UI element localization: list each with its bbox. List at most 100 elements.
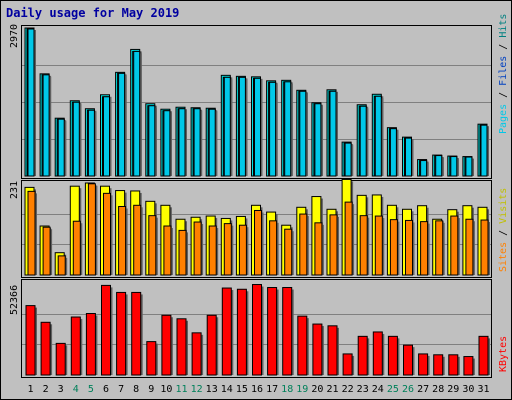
pages-bar [27, 28, 35, 177]
legend-entry: Pages [498, 104, 509, 134]
day-label: 17 [266, 384, 278, 395]
sites-bar [87, 183, 96, 276]
pages-bar [480, 124, 488, 177]
pages-bar [269, 81, 277, 177]
kbytes-bar [146, 341, 157, 376]
sites-bar [208, 225, 217, 276]
kbytes-bar [25, 305, 36, 376]
kbytes-bar [387, 335, 398, 376]
pages-bar [344, 142, 352, 177]
day-label: 25 [387, 384, 399, 395]
sites-bar [148, 215, 157, 276]
legend-entry: Visits [498, 188, 509, 224]
kbytes-bar [433, 354, 444, 376]
sites-bar [284, 228, 293, 276]
kbytes-bar [327, 325, 338, 376]
day-label: 11 [175, 384, 187, 395]
bars-layer [24, 27, 490, 376]
kbytes-bar [372, 331, 383, 376]
visits-scale-label: 231 [9, 181, 20, 199]
pages-bar [42, 74, 50, 177]
kbytes-bar [297, 315, 308, 376]
kbytes-bar [448, 354, 459, 376]
sites-bar [42, 226, 51, 276]
kbytes-bar [418, 353, 429, 376]
legend-panel2: Sites / Visits [498, 188, 509, 272]
sites-bar [359, 215, 368, 276]
sites-bar [329, 214, 338, 276]
day-label: 8 [133, 384, 139, 395]
kbytes-bar [403, 344, 413, 376]
day-label: 3 [58, 384, 64, 395]
pages-bar [254, 77, 261, 177]
pages-bar [450, 156, 458, 177]
sites-bar [103, 192, 111, 276]
pages-bar [87, 109, 95, 177]
kbytes-bar [206, 314, 217, 376]
pages-bar [103, 96, 110, 177]
kbytes-bar [342, 353, 353, 376]
kbytes-bar [191, 332, 202, 376]
sites-bar [465, 218, 474, 276]
pages-bar [329, 90, 337, 177]
pages-bar [389, 128, 397, 177]
pages-bar [359, 105, 367, 177]
pages-bar [178, 108, 186, 177]
day-label: 4 [73, 384, 79, 395]
day-label: 20 [311, 384, 323, 395]
sites-bar [133, 204, 142, 276]
series-legend: Pages / Files / Hits Sites / Visits KBytes [498, 14, 509, 372]
kbytes-bar [267, 287, 278, 376]
kbytes-bar [478, 335, 489, 376]
pages-bar [148, 105, 156, 177]
day-label: 23 [357, 384, 369, 395]
kbytes-bar [161, 314, 172, 376]
kbytes-bar [252, 284, 262, 376]
legend-entry: KBytes [498, 336, 509, 372]
kbytes-bar [85, 313, 96, 376]
day-label: 28 [432, 384, 444, 395]
legend-entry: / [498, 224, 509, 242]
pages-bar [72, 101, 80, 177]
sites-bar [389, 219, 398, 276]
kbytes-bar [357, 335, 368, 376]
legend-entry: / [498, 38, 509, 56]
day-label: 1 [27, 384, 33, 395]
day-label: 9 [148, 384, 154, 395]
day-label: 6 [103, 384, 109, 395]
sites-bar [254, 209, 262, 276]
sites-bar [57, 255, 66, 276]
legend-panel1: Pages / Files / Hits [498, 14, 509, 134]
x-axis-day-labels: 1 2 3 4 5 6 7 8 9 10 11 12 13 14 15 16 17 18 19 20 21 22 23 24 2… [27, 384, 489, 395]
day-label: 2 [43, 384, 49, 395]
day-label: 27 [417, 384, 429, 395]
day-label: 21 [326, 384, 338, 395]
kbytes-scale-label: 52366 [9, 285, 20, 315]
sites-bar [72, 220, 81, 276]
kbytes-bar [70, 316, 81, 376]
legend-entry: Hits [498, 14, 509, 38]
pages-bar [118, 72, 126, 177]
sites-bar [163, 225, 172, 276]
pages-bar [208, 108, 216, 177]
pages-bar [420, 160, 428, 177]
kbytes-bar [282, 287, 293, 376]
day-label: 15 [236, 384, 248, 395]
pages-bar [57, 118, 65, 177]
day-label: 22 [342, 384, 354, 395]
sites-bar [480, 219, 489, 276]
kbytes-bar [312, 323, 323, 376]
pages-bar [163, 110, 171, 177]
legend-entry: Sites [498, 242, 509, 272]
day-label: 31 [477, 384, 489, 395]
legend-entry: Files [498, 56, 509, 86]
pages-bar [284, 81, 292, 177]
day-label: 29 [447, 384, 459, 395]
sites-bar [27, 190, 36, 276]
pages-bar [465, 156, 473, 177]
kbytes-bar [176, 318, 187, 376]
day-label: 7 [118, 384, 124, 395]
day-label: 26 [402, 384, 414, 395]
sites-bar [314, 222, 323, 276]
